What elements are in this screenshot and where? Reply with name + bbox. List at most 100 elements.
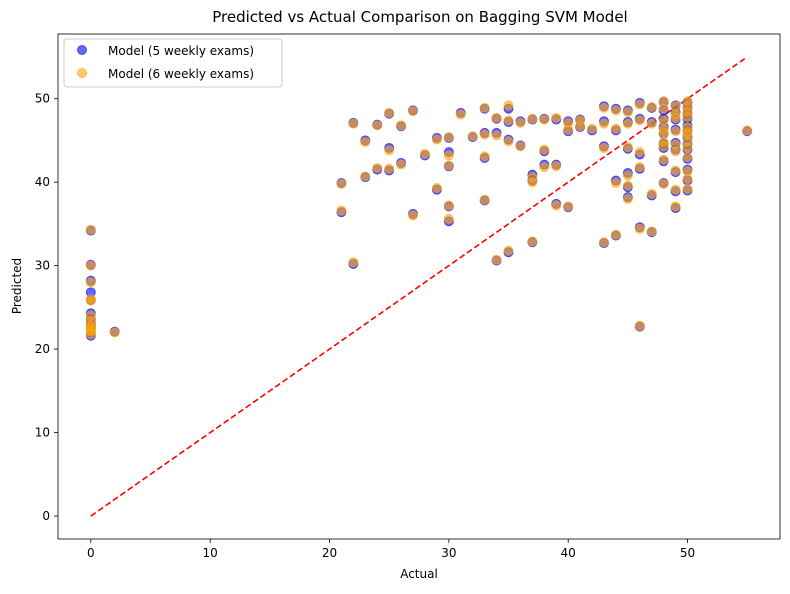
scatter-point xyxy=(575,121,586,132)
scatter-point xyxy=(634,162,645,173)
scatter-point xyxy=(539,162,550,173)
scatter-point xyxy=(551,200,562,211)
scatter-point xyxy=(610,123,621,134)
scatter-point xyxy=(479,129,490,140)
scatter-point xyxy=(634,320,645,331)
y-axis: 0 10 20 30 40 50 xyxy=(35,92,58,523)
scatter-point xyxy=(598,237,609,248)
x-axis-label: Actual xyxy=(400,567,438,581)
scatter-point xyxy=(539,144,550,155)
scatter-point xyxy=(503,100,514,111)
legend-label-series-2: Model (6 weekly exams) xyxy=(108,67,254,81)
scatter-point xyxy=(610,105,621,116)
legend: Model (5 weekly exams) Model (6 weekly e… xyxy=(63,38,283,88)
scatter-point xyxy=(396,159,407,170)
scatter-point xyxy=(658,127,669,138)
scatter-point xyxy=(634,115,645,126)
y-tick-label: 10 xyxy=(35,426,50,440)
scatter-point xyxy=(360,137,371,148)
scatter-point xyxy=(587,123,598,134)
scatter-point xyxy=(622,180,633,191)
scatter-point xyxy=(455,109,466,120)
y-tick-label: 30 xyxy=(35,259,50,273)
scatter-point xyxy=(634,223,645,234)
y-tick-label: 50 xyxy=(35,92,50,106)
scatter-point xyxy=(563,124,574,135)
scatter-point xyxy=(646,226,657,237)
scatter-point xyxy=(503,115,514,126)
x-tick-label: 10 xyxy=(203,546,218,560)
points-layer xyxy=(85,96,753,341)
scatter-point xyxy=(610,177,621,188)
y-axis-label: Predicted xyxy=(10,258,24,314)
scatter-point xyxy=(491,254,502,265)
scatter-point xyxy=(491,112,502,123)
scatter-point xyxy=(384,163,395,174)
scatter-point xyxy=(682,142,693,153)
scatter-point xyxy=(419,148,430,159)
scatter-point xyxy=(443,132,454,143)
scatter-point xyxy=(670,112,681,123)
plot-frame xyxy=(57,33,781,540)
scatter-point xyxy=(443,160,454,171)
scatter-point xyxy=(372,162,383,173)
scatter-point xyxy=(408,106,419,117)
identity-reference-line xyxy=(90,56,748,517)
scatter-point xyxy=(85,329,96,340)
scatter-point xyxy=(646,188,657,199)
scatter-point xyxy=(527,113,538,124)
scatter-point xyxy=(491,130,502,141)
scatter-point xyxy=(563,201,574,212)
scatter-point xyxy=(336,178,347,189)
legend-marker-series-1 xyxy=(77,45,87,55)
scatter-point xyxy=(682,112,693,123)
scatter-point xyxy=(658,154,669,165)
scatter-point xyxy=(634,147,645,158)
scatter-point xyxy=(384,107,395,118)
scatter-point xyxy=(658,115,669,126)
series-2-points xyxy=(85,96,753,340)
x-tick-label: 50 xyxy=(680,546,695,560)
x-tick-label: 20 xyxy=(322,546,337,560)
scatter-point xyxy=(467,131,478,142)
scatter-point xyxy=(670,184,681,195)
scatter-point xyxy=(670,201,681,212)
scatter-point xyxy=(336,205,347,216)
scatter-point xyxy=(646,118,657,129)
scatter-point xyxy=(551,112,562,123)
scatter-point xyxy=(622,118,633,129)
scatter-point xyxy=(372,120,383,131)
scatter-point xyxy=(515,141,526,152)
x-tick-label: 40 xyxy=(561,546,576,560)
scatter-point xyxy=(408,210,419,221)
scatter-point xyxy=(646,102,657,113)
scatter-point xyxy=(85,224,96,235)
scatter-point xyxy=(551,161,562,172)
scatter-point xyxy=(527,177,538,188)
scatter-point xyxy=(527,236,538,247)
scatter-point xyxy=(479,151,490,162)
scatter-point xyxy=(431,183,442,194)
scatter-point xyxy=(348,118,359,129)
scatter-point xyxy=(658,141,669,152)
scatter-point xyxy=(443,200,454,211)
scatter-point xyxy=(479,194,490,205)
scatter-point xyxy=(670,126,681,137)
scatter-point xyxy=(109,327,120,338)
scatter-point xyxy=(85,260,96,271)
scatter-point xyxy=(682,173,693,184)
scatter-point xyxy=(479,102,490,113)
x-tick-label: 0 xyxy=(87,546,95,560)
scatter-point xyxy=(670,146,681,157)
scatter-point xyxy=(670,165,681,176)
scatter-point xyxy=(622,142,633,153)
scatter-point xyxy=(742,125,753,136)
scatter-point xyxy=(658,103,669,114)
legend-marker-series-2 xyxy=(77,68,87,78)
scatter-point xyxy=(658,178,669,189)
x-tick-label: 30 xyxy=(441,546,456,560)
legend-label-series-1: Model (5 weekly exams) xyxy=(108,44,254,58)
scatter-point xyxy=(360,171,371,182)
